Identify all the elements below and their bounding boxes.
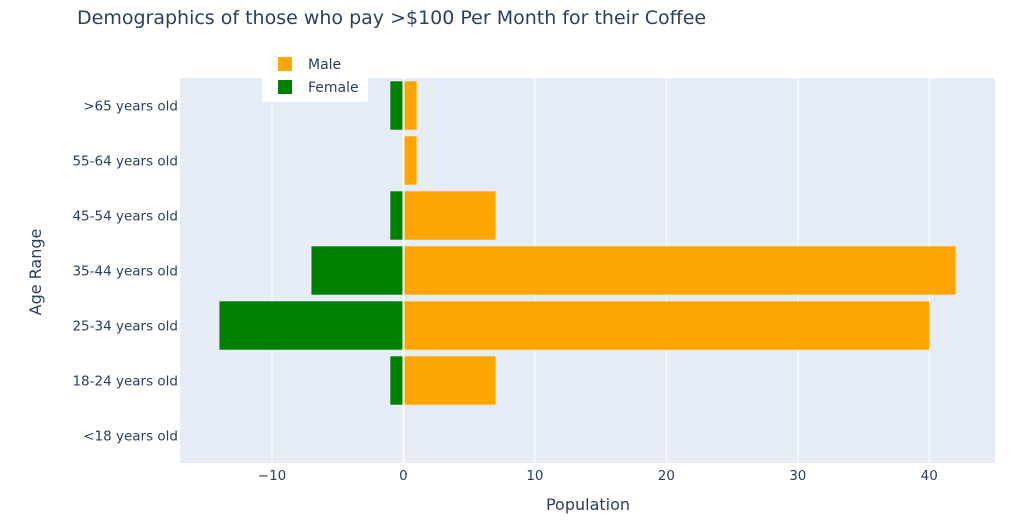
y-axis-title: Age Range: [26, 229, 45, 316]
bar-male[interactable]: [403, 81, 417, 130]
y-tick-label: 55-64 years old: [72, 154, 178, 170]
bar-male[interactable]: [403, 356, 496, 405]
bar-female[interactable]: [311, 246, 404, 295]
x-tick-label: 40: [921, 468, 938, 484]
legend[interactable]: Male Female: [262, 50, 368, 102]
x-tick-labels: −10 0 10 20 30 40: [258, 468, 938, 484]
y-tick-label: 18-24 years old: [72, 374, 178, 390]
y-tick-label: <18 years old: [83, 429, 178, 445]
x-tick-label: −10: [258, 468, 287, 484]
bar-male[interactable]: [403, 191, 496, 240]
y-tick-label: 35-44 years old: [72, 264, 178, 280]
y-tick-label: 25-34 years old: [72, 319, 178, 335]
x-axis-title: Population: [546, 495, 630, 514]
y-tick-label: 45-54 years old: [72, 209, 178, 225]
bar-female[interactable]: [219, 301, 404, 350]
x-tick-label: 10: [526, 468, 543, 484]
chart-title: Demographics of those who pay >$100 Per …: [77, 7, 706, 29]
bar-male[interactable]: [403, 246, 956, 295]
y-tick-label: >65 years old: [83, 99, 178, 115]
x-tick-label: 30: [789, 468, 806, 484]
legend-swatch-female[interactable]: [278, 80, 292, 94]
bar-female[interactable]: [390, 191, 404, 240]
bar-male[interactable]: [403, 136, 417, 185]
bars: [219, 78, 956, 463]
legend-swatch-male[interactable]: [278, 57, 292, 71]
bar-female[interactable]: [390, 356, 404, 405]
bar-female[interactable]: [390, 81, 404, 130]
bar-male[interactable]: [403, 301, 930, 350]
x-tick-label: 0: [399, 468, 408, 484]
y-tick-labels: <18 years old 18-24 years old 25-34 years …: [72, 99, 178, 445]
x-tick-label: 20: [658, 468, 675, 484]
legend-label-male[interactable]: Male: [308, 57, 341, 73]
legend-label-female[interactable]: Female: [308, 80, 359, 96]
